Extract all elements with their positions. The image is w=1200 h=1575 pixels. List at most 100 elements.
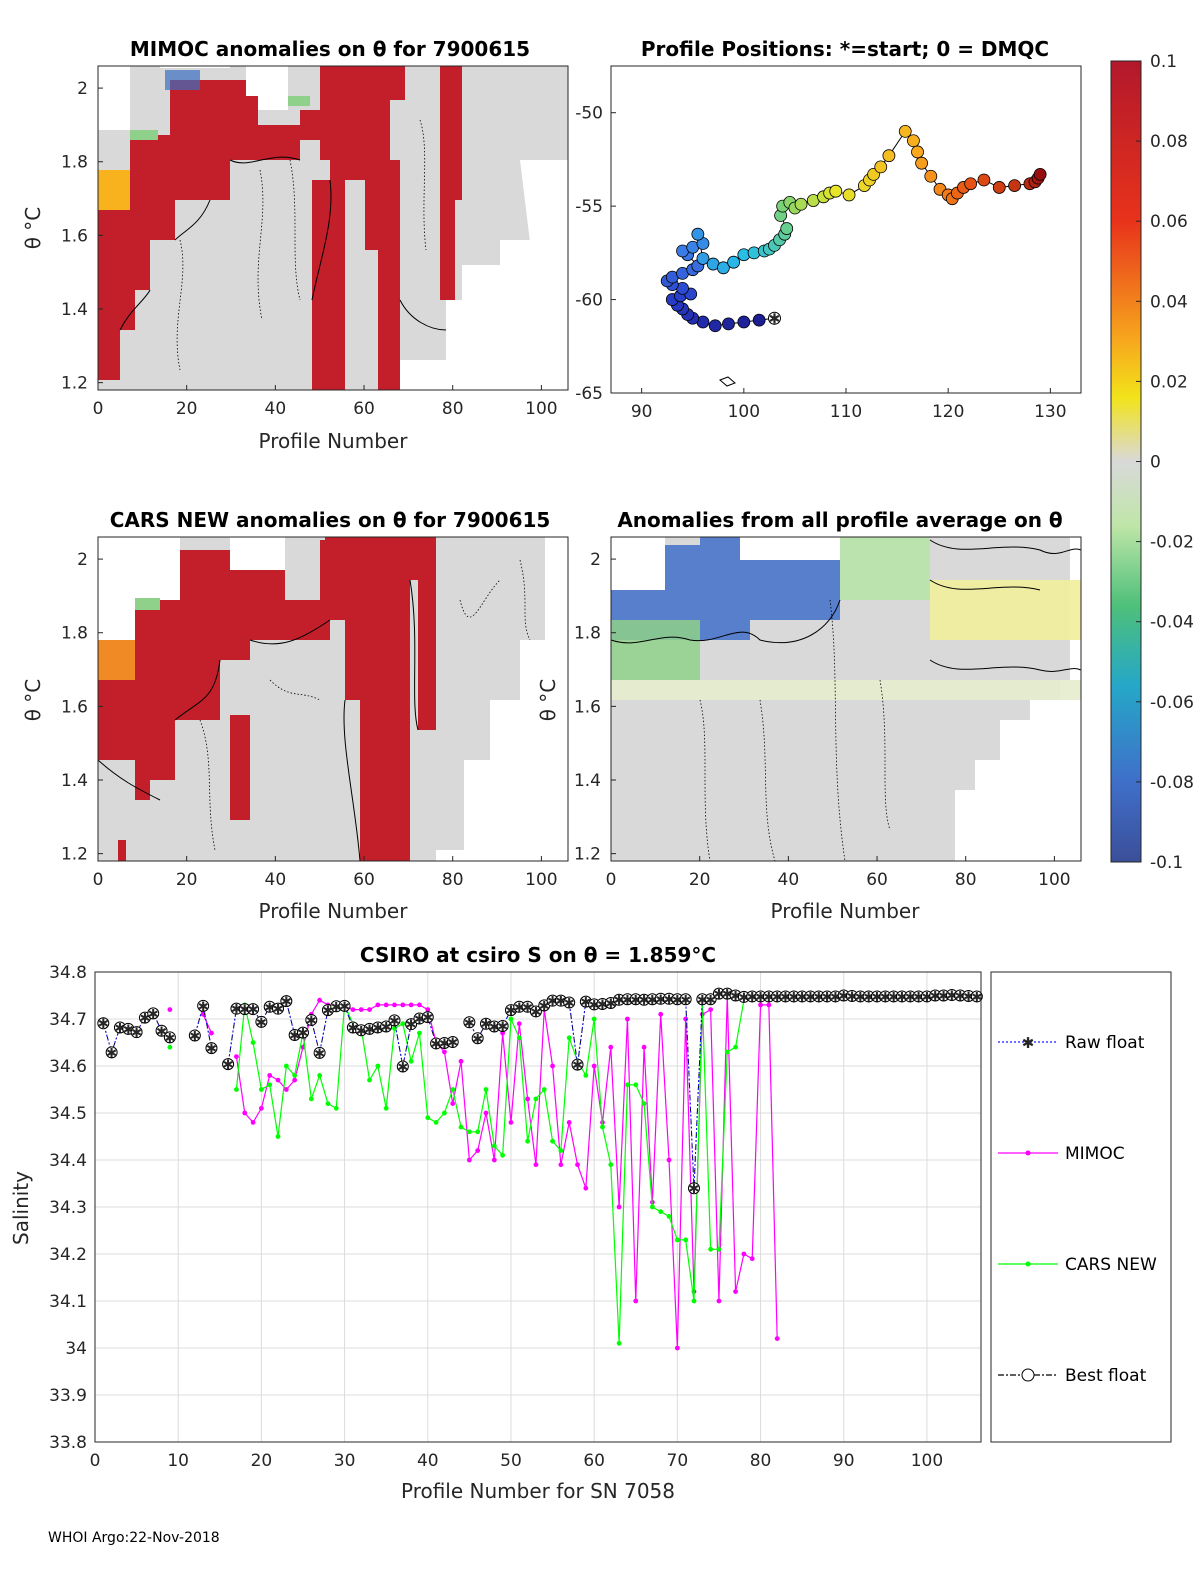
profile-position-point (911, 145, 924, 159)
footer-note: WHOI Argo:22-Nov-2018 (48, 1530, 220, 1546)
mimoc-point (450, 1101, 456, 1106)
raw-point: ✱ (888, 990, 899, 1005)
raw-point: ✱ (572, 1059, 583, 1074)
mimoc-point (375, 1002, 381, 1008)
mimoc-point (275, 1077, 281, 1083)
best-point (147, 1007, 160, 1020)
mimoc-point (466, 1157, 472, 1163)
cars-point (375, 1063, 381, 1069)
mimoc-point (566, 1120, 572, 1125)
cars-xtick-label: 60 (353, 870, 375, 890)
mimoc-point (400, 1002, 406, 1008)
raw-point: ✱ (830, 990, 841, 1005)
best-point (163, 1031, 176, 1044)
cars-point (566, 1035, 572, 1041)
best-point (421, 1011, 434, 1024)
raw-point: ✱ (580, 996, 591, 1011)
cars-xtick-label: 100 (525, 870, 557, 890)
mimoc-point (616, 1204, 622, 1210)
cars-point (591, 1016, 597, 1022)
colorbar: 0.1 0.08 0.06 0.04 0.02 0 -0.02 -0.04 -0.06 -0.08… (1110, 52, 1194, 873)
mimoc-ylabel: θ °C (21, 207, 45, 250)
salinity-ytick-label: 33.9 (49, 1386, 87, 1406)
allavg-xtick-label: 20 (689, 870, 711, 890)
allavg-xlabel: Profile Number (771, 899, 921, 923)
best-point (679, 993, 692, 1006)
cars-ytick-label: 1.6 (61, 697, 88, 717)
colorbar-tick-label: 0.08 (1150, 132, 1188, 152)
salinity-title: CSIRO at csiro S on θ = 1.859°C (360, 943, 716, 967)
positions-xtick-label: 130 (1034, 402, 1066, 422)
cars-point (708, 1246, 714, 1252)
salinity-tick-labels: 0 10 20 30 40 50 60 70 80 90 100 34.8 34.7 34.6 34.5 34… (49, 963, 943, 1471)
cars-point (308, 1096, 314, 1102)
salinity-xtick-label: 80 (750, 1451, 772, 1471)
best-point (405, 1018, 418, 1031)
allavg-ylabel: θ °C (536, 679, 560, 722)
positions-title: Profile Positions: *=start; 0 = DMQC (641, 37, 1049, 61)
mimoc-point (209, 1030, 214, 1036)
cars-tick-labels: 0 20 40 60 80 100 1.2 1.4 1.6 1.8 2 (61, 550, 558, 890)
mimoc-point (641, 1044, 647, 1050)
best-point (571, 1058, 584, 1071)
salinity-ytick-label: 34.2 (49, 1245, 87, 1265)
mimoc-point (167, 1007, 173, 1012)
cars-point (608, 1162, 614, 1168)
raw-point: ✱ (863, 990, 874, 1005)
raw-point: ✱ (115, 1021, 126, 1036)
positions-axes (610, 65, 1082, 394)
raw-point: ✱ (289, 1029, 300, 1044)
cars-xtick-label: 0 (93, 870, 104, 890)
salinity-xtick-label: 50 (500, 1451, 522, 1471)
raw-point: ✱ (481, 1018, 492, 1033)
cars-point (417, 1030, 422, 1036)
cars-point (383, 1105, 389, 1111)
cars-axes (97, 536, 569, 862)
mimoc-point (234, 1054, 239, 1059)
salinity-xtick-label: 70 (667, 1451, 689, 1471)
raw-point: ✱ (164, 1031, 175, 1046)
cars-point (325, 1101, 331, 1106)
raw-point: ✱ (788, 990, 799, 1005)
profile-position-point (727, 255, 741, 269)
raw-point: ✱ (464, 1016, 475, 1031)
mimoc-xtick-label: 100 (525, 399, 557, 419)
mimoc-point (550, 1063, 555, 1069)
salinity-panel: CSIRO at csiro S on θ = 1.859°C ✱✱✱✱✱✱✱✱… (9, 943, 983, 1503)
allavg-ytick-label: 1.4 (574, 771, 601, 791)
raw-point: ✱ (256, 1016, 267, 1031)
mimoc-point (583, 1185, 589, 1191)
cars-point (283, 1063, 289, 1069)
mimoc-point (425, 1007, 431, 1012)
mimoc-point (716, 1298, 722, 1304)
allavg-xtick-label: 80 (955, 870, 977, 890)
profile-position-point (964, 177, 978, 191)
raw-point: ✱ (189, 1029, 200, 1044)
cars-point (234, 1087, 239, 1092)
salinity-ytick-label: 34 (65, 1339, 87, 1359)
mimoc-point (733, 1289, 738, 1294)
raw-point: ✱ (123, 1023, 134, 1038)
positions-xtick-label: 90 (631, 402, 653, 422)
cars-point (625, 1082, 630, 1088)
raw-point: ✱ (730, 990, 741, 1005)
raw-point: ✱ (406, 1018, 417, 1033)
best-point (188, 1029, 201, 1042)
best-point (471, 1032, 484, 1045)
cars-ylabel: θ °C (21, 679, 45, 722)
profile-position-point (794, 197, 808, 211)
best-point (130, 1026, 143, 1039)
mimoc-point (242, 1110, 248, 1116)
mimoc-point (749, 1256, 755, 1262)
raw-point: ✱ (738, 991, 749, 1006)
salinity-ytick-label: 34.7 (49, 1010, 87, 1030)
mimoc-point (408, 1002, 414, 1008)
colorbar-tick-label: 0.02 (1150, 372, 1188, 392)
salinity-xtick-label: 0 (90, 1451, 101, 1471)
profile-position-point (691, 227, 705, 241)
positions-xtick-label: 100 (728, 402, 760, 422)
salinity-ytick-label: 34.8 (49, 963, 87, 983)
mimoc-point (625, 1016, 630, 1022)
salinity-xtick-label: 100 (911, 1451, 943, 1471)
profile-position-point (1033, 167, 1047, 181)
